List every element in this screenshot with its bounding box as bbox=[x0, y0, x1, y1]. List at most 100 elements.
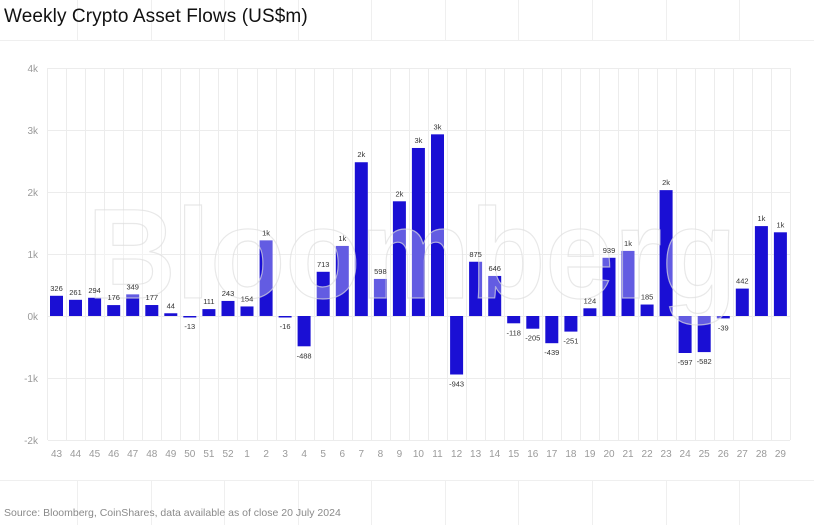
x-tick-label: 27 bbox=[737, 449, 749, 460]
x-tick-label: 51 bbox=[203, 449, 215, 460]
bar[interactable] bbox=[602, 257, 616, 316]
bar[interactable] bbox=[164, 313, 178, 316]
x-tick-label: 1 bbox=[244, 449, 250, 460]
x-tick-label: 48 bbox=[146, 449, 158, 460]
value-label: 939 bbox=[603, 246, 616, 255]
bar[interactable] bbox=[202, 309, 216, 317]
x-tick-label: 25 bbox=[699, 449, 711, 460]
value-label: 326 bbox=[50, 284, 63, 293]
bar[interactable] bbox=[411, 147, 425, 316]
x-tick-label: 6 bbox=[340, 449, 346, 460]
bar[interactable] bbox=[373, 278, 387, 317]
x-tick-label: 14 bbox=[489, 449, 501, 460]
x-tick-label: 21 bbox=[622, 449, 634, 460]
value-label: 261 bbox=[69, 288, 82, 297]
bar[interactable] bbox=[392, 201, 406, 316]
bar[interactable] bbox=[50, 295, 63, 316]
value-label: -16 bbox=[280, 322, 291, 331]
value-label: 294 bbox=[88, 286, 101, 295]
x-tick-label: 52 bbox=[222, 449, 234, 460]
value-label: 875 bbox=[469, 250, 482, 259]
y-tick-label: 2k bbox=[27, 188, 39, 199]
svg-text:Bloomberg: Bloomberg bbox=[87, 183, 737, 326]
value-label: 646 bbox=[488, 264, 501, 273]
value-label: -597 bbox=[678, 358, 693, 367]
bar[interactable] bbox=[773, 232, 787, 316]
value-label: 442 bbox=[736, 277, 749, 286]
bar[interactable] bbox=[621, 250, 635, 316]
y-tick-label: 4k bbox=[27, 64, 39, 75]
value-label: 185 bbox=[641, 293, 654, 302]
value-label: 124 bbox=[584, 296, 597, 305]
x-tick-label: 26 bbox=[718, 449, 730, 460]
value-label: -39 bbox=[718, 323, 729, 332]
bar[interactable] bbox=[716, 316, 730, 319]
x-tick-label: 46 bbox=[108, 449, 120, 460]
value-label: -439 bbox=[544, 348, 559, 357]
value-label: 3k bbox=[414, 136, 422, 145]
bar[interactable] bbox=[183, 316, 197, 318]
bar[interactable] bbox=[259, 240, 273, 316]
y-tick-label: 1k bbox=[27, 250, 39, 261]
bar[interactable] bbox=[697, 316, 711, 353]
y-axis: 4k 3k 2k 1k 0k -1k -2k bbox=[24, 64, 39, 447]
x-tick-label: 2 bbox=[263, 449, 269, 460]
bar[interactable] bbox=[297, 316, 311, 347]
bar[interactable] bbox=[335, 245, 349, 317]
x-tick-label: 49 bbox=[165, 449, 177, 460]
bar[interactable] bbox=[507, 316, 521, 324]
x-tick-label: 7 bbox=[359, 449, 365, 460]
x-tick-label: 20 bbox=[603, 449, 615, 460]
x-tick-label: 29 bbox=[775, 449, 787, 460]
bar[interactable] bbox=[316, 271, 330, 316]
bar[interactable] bbox=[488, 275, 502, 317]
x-tick-label: 43 bbox=[51, 449, 63, 460]
value-label: 154 bbox=[241, 295, 254, 304]
bar[interactable] bbox=[526, 316, 540, 329]
bar[interactable] bbox=[88, 297, 102, 316]
bar[interactable] bbox=[450, 316, 464, 375]
bar[interactable] bbox=[240, 306, 254, 316]
bloomberg-watermark: Bloomberg bbox=[86, 182, 737, 326]
source-note: Source: Bloomberg, CoinShares, data avai… bbox=[4, 507, 341, 519]
x-tick-label: 44 bbox=[70, 449, 82, 460]
bar[interactable] bbox=[126, 294, 140, 316]
x-tick-label: 16 bbox=[527, 449, 539, 460]
bar[interactable] bbox=[107, 305, 121, 316]
x-tick-label: 12 bbox=[451, 449, 463, 460]
x-tick-label: 17 bbox=[546, 449, 558, 460]
bar[interactable] bbox=[69, 299, 82, 317]
value-label: 2k bbox=[357, 150, 365, 159]
bar[interactable] bbox=[754, 226, 768, 316]
x-tick-label: 3 bbox=[282, 449, 288, 460]
bar[interactable] bbox=[678, 316, 692, 353]
bar[interactable] bbox=[735, 288, 749, 316]
bar[interactable] bbox=[640, 304, 654, 317]
y-tick-label: 3k bbox=[27, 126, 39, 137]
bar[interactable] bbox=[431, 134, 444, 317]
value-labels: 326 261 294 176 349 177 44 -13 111 243 154 1k -16 -48… bbox=[50, 122, 784, 388]
bar[interactable] bbox=[145, 305, 159, 317]
plot-grid bbox=[47, 68, 791, 441]
x-tick-label: 5 bbox=[320, 449, 326, 460]
x-tick-label: 15 bbox=[508, 449, 520, 460]
bar[interactable] bbox=[278, 316, 292, 318]
chart-title: Weekly Crypto Asset Flows (US$m) bbox=[4, 6, 308, 27]
x-tick-label: 24 bbox=[680, 449, 692, 460]
value-label: -205 bbox=[525, 334, 540, 343]
value-label: 349 bbox=[126, 282, 139, 291]
bar[interactable] bbox=[545, 316, 559, 344]
value-label: -13 bbox=[184, 322, 195, 331]
x-tick-label: 50 bbox=[184, 449, 196, 460]
bar[interactable] bbox=[221, 300, 235, 317]
x-tick-label: 28 bbox=[756, 449, 768, 460]
bar[interactable] bbox=[469, 261, 483, 317]
bar[interactable] bbox=[659, 190, 673, 317]
value-label: -943 bbox=[449, 380, 464, 389]
x-tick-label: 22 bbox=[642, 449, 654, 460]
value-label: 1k bbox=[776, 220, 784, 229]
value-label: -251 bbox=[563, 337, 578, 346]
bar[interactable] bbox=[564, 316, 578, 332]
bar[interactable] bbox=[583, 308, 597, 317]
bar[interactable] bbox=[354, 162, 368, 317]
